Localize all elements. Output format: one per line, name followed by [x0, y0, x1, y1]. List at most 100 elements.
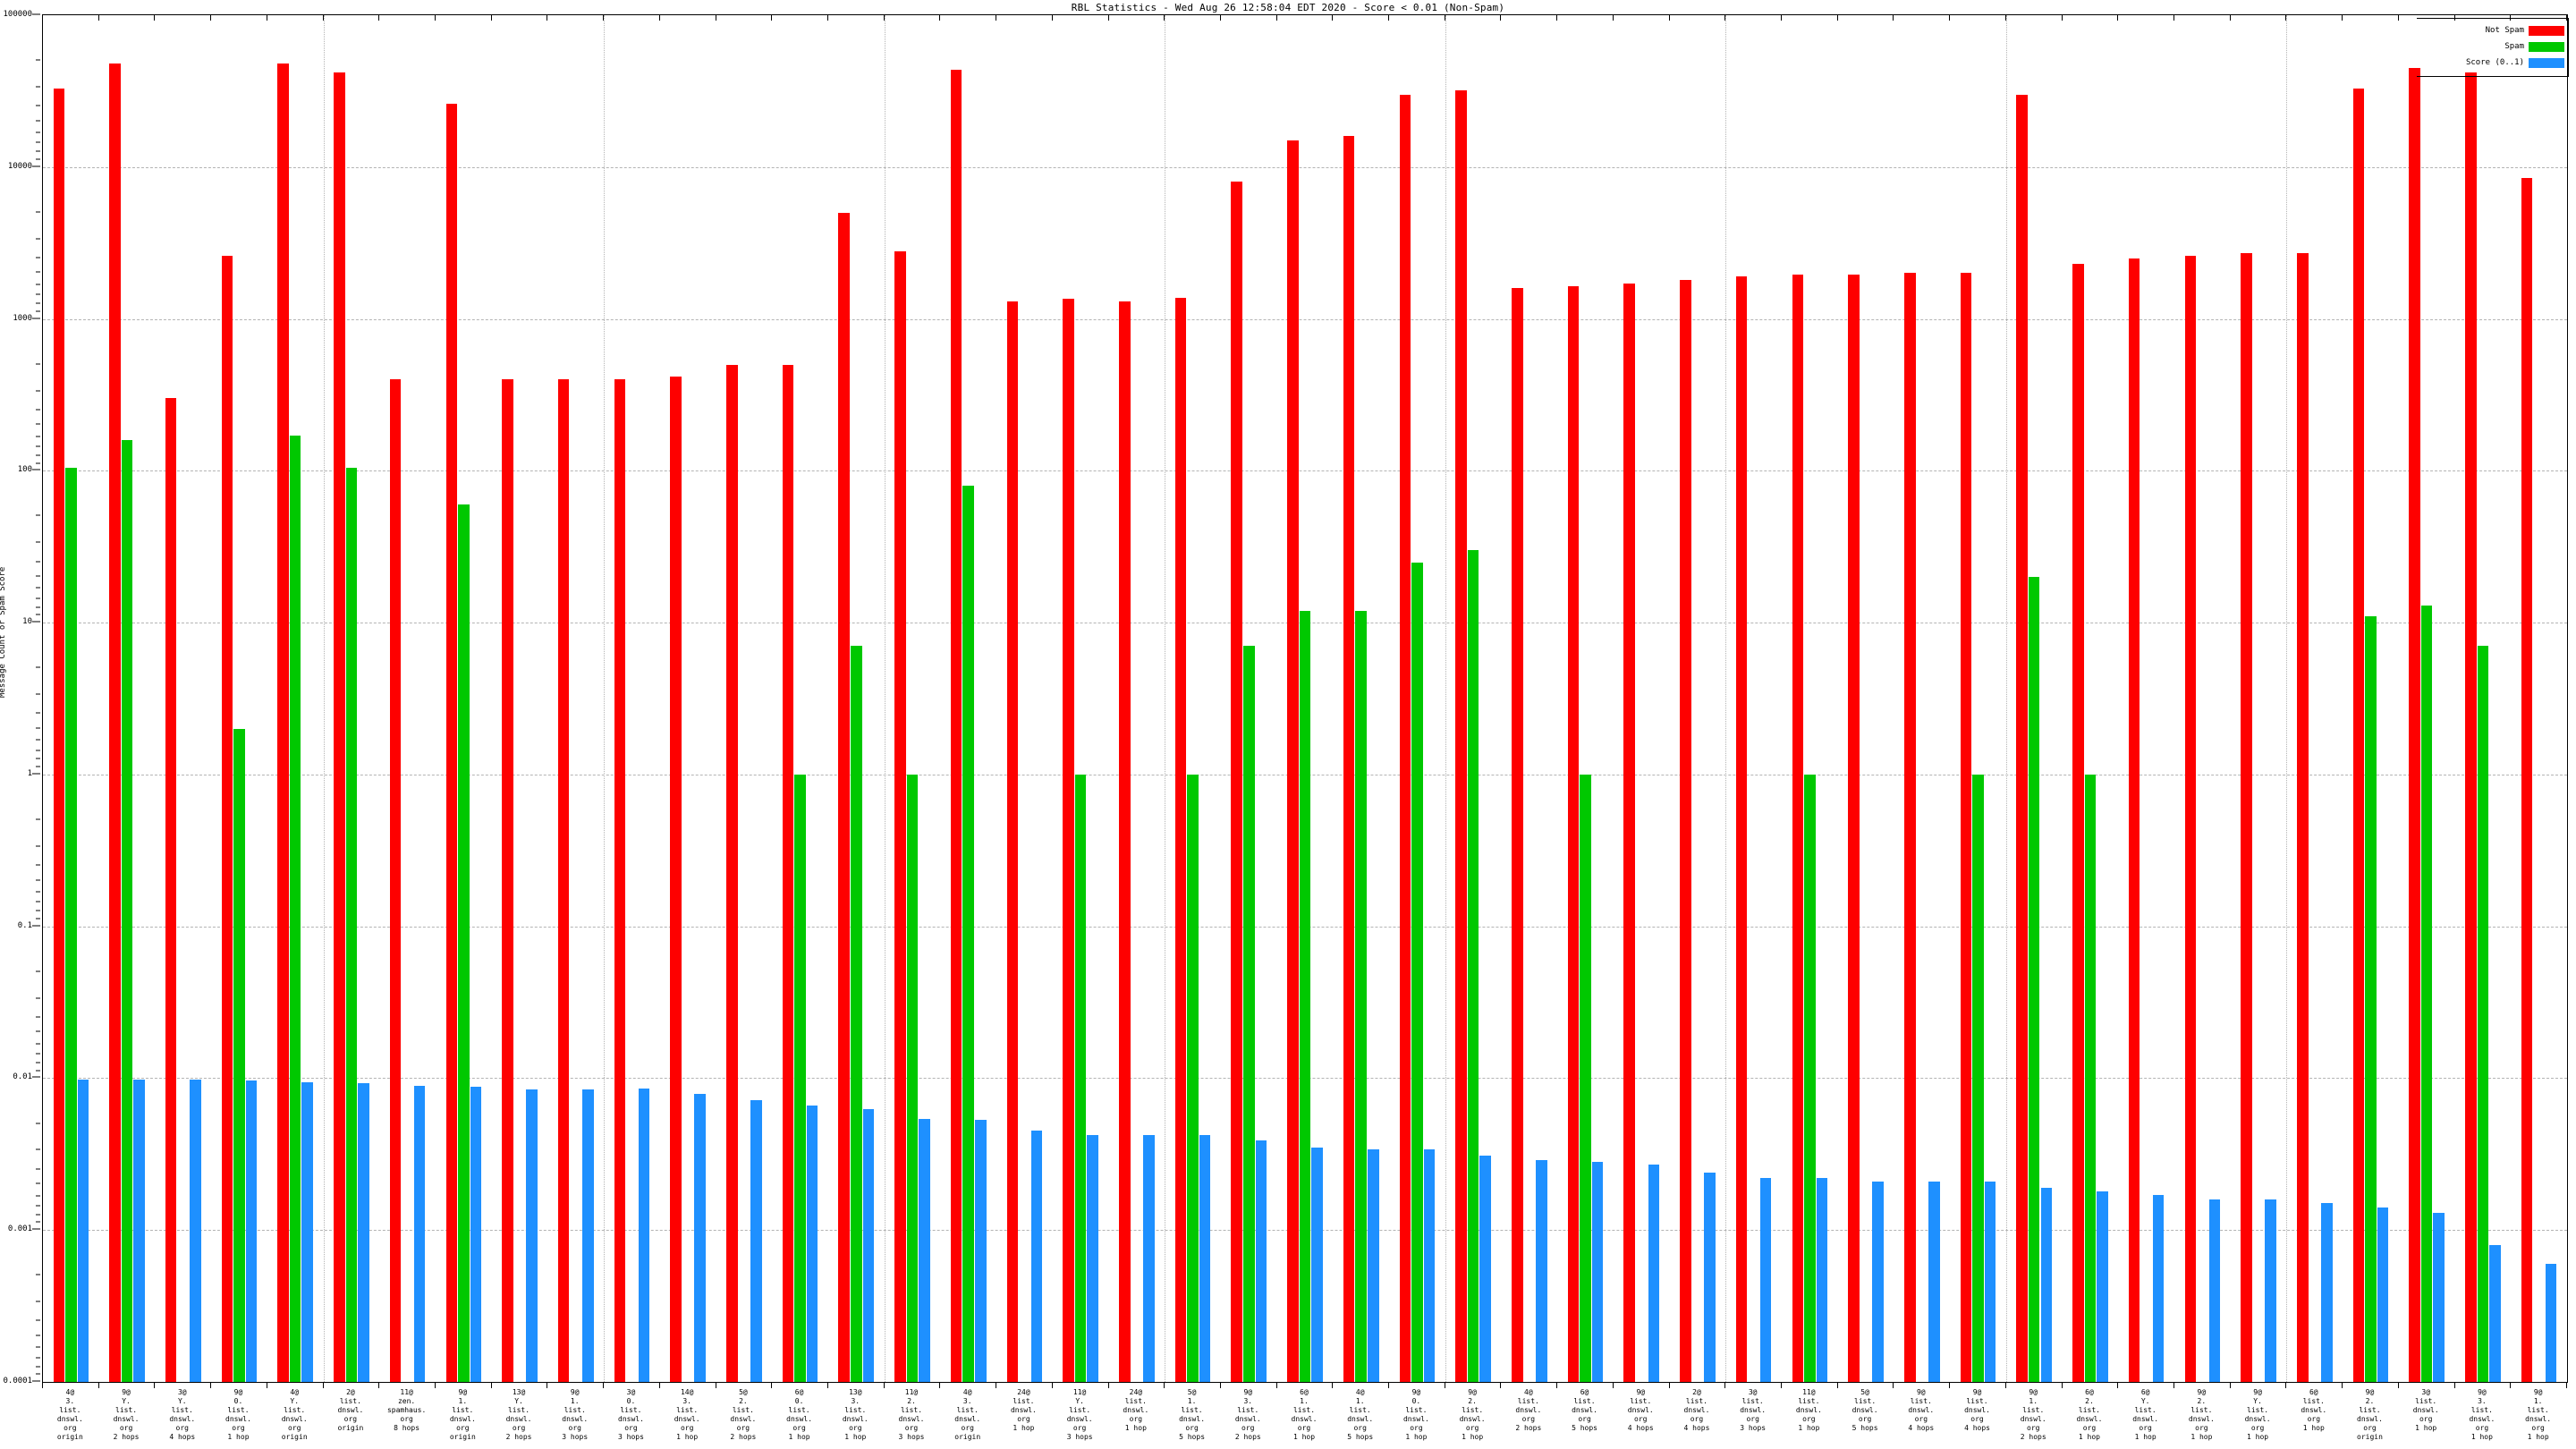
bar-score[interactable] [2097, 1191, 2108, 1382]
bar-group[interactable] [2352, 15, 2389, 1382]
bar-group[interactable] [1680, 15, 1716, 1382]
bar-group[interactable] [2184, 15, 2221, 1382]
bar-not-spam[interactable] [109, 64, 121, 1382]
bar-not-spam[interactable] [2241, 253, 2252, 1382]
bar-score[interactable] [750, 1099, 762, 1382]
bar-not-spam[interactable] [165, 398, 177, 1382]
legend-item[interactable]: Not Spam [2417, 23, 2564, 38]
bar-not-spam[interactable] [1455, 90, 1467, 1382]
bar-group[interactable] [1960, 15, 1996, 1382]
bar-score[interactable] [1311, 1147, 1323, 1382]
bar-spam[interactable] [962, 485, 974, 1382]
bar-spam[interactable] [289, 436, 301, 1382]
bar-spam[interactable] [1972, 774, 1984, 1382]
bar-spam[interactable] [1804, 774, 1816, 1382]
bar-not-spam[interactable] [1119, 301, 1131, 1382]
bar-not-spam[interactable] [2184, 256, 2197, 1382]
bar-score[interactable] [919, 1118, 930, 1382]
bar-not-spam[interactable] [2016, 94, 2028, 1382]
bar-not-spam[interactable] [445, 104, 458, 1382]
bar-group[interactable] [1623, 15, 1660, 1382]
bar-group[interactable] [1231, 15, 1267, 1382]
bar-score[interactable] [2152, 1195, 2165, 1382]
bar-group[interactable] [782, 15, 818, 1382]
bar-spam[interactable] [458, 504, 470, 1382]
bar-group[interactable] [334, 15, 369, 1382]
bar-not-spam[interactable] [1006, 301, 1019, 1382]
bar-score[interactable] [1704, 1172, 1716, 1382]
bar-group[interactable] [1848, 15, 1884, 1382]
bar-spam[interactable] [851, 646, 862, 1382]
bar-not-spam[interactable] [1287, 140, 1299, 1382]
bar-spam[interactable] [2420, 605, 2433, 1382]
bar-spam[interactable] [2084, 774, 2097, 1382]
bar-not-spam[interactable] [1399, 94, 1411, 1382]
bar-group[interactable] [1287, 15, 1323, 1382]
bar-score[interactable] [470, 1086, 482, 1382]
bar-spam[interactable] [2028, 577, 2040, 1382]
bar-not-spam[interactable] [277, 64, 289, 1382]
bar-score[interactable] [862, 1108, 875, 1382]
bar-score[interactable] [2377, 1208, 2389, 1382]
bar-not-spam[interactable] [221, 256, 233, 1382]
bar-not-spam[interactable] [2521, 177, 2533, 1382]
bar-group[interactable] [950, 15, 987, 1382]
bar-score[interactable] [245, 1080, 258, 1382]
bar-score[interactable] [1872, 1181, 1884, 1382]
bar-group[interactable] [445, 15, 482, 1382]
bar-score[interactable] [2489, 1244, 2501, 1382]
bar-score[interactable] [1199, 1135, 1211, 1382]
bar-score[interactable] [1255, 1140, 1267, 1382]
bar-not-spam[interactable] [1174, 297, 1187, 1382]
bar-score[interactable] [2321, 1203, 2333, 1382]
bar-spam[interactable] [794, 774, 806, 1382]
bar-group[interactable] [894, 15, 930, 1382]
bar-spam[interactable] [1243, 646, 1255, 1382]
legend-item[interactable]: Score (0..1) [2417, 55, 2564, 70]
bar-group[interactable] [1343, 15, 1379, 1382]
bar-not-spam[interactable] [1343, 136, 1355, 1382]
bar-group[interactable] [2521, 15, 2557, 1382]
bar-group[interactable] [502, 15, 538, 1382]
bar-group[interactable] [614, 15, 650, 1382]
bar-not-spam[interactable] [2128, 258, 2140, 1382]
bar-not-spam[interactable] [1231, 182, 1242, 1382]
bar-group[interactable] [2465, 15, 2501, 1382]
bar-group[interactable] [165, 15, 201, 1382]
bar-score[interactable] [974, 1120, 987, 1382]
bar-spam[interactable] [1187, 774, 1199, 1382]
bar-group[interactable] [1174, 15, 1211, 1382]
bar-spam[interactable] [121, 439, 133, 1382]
bar-not-spam[interactable] [1848, 275, 1860, 1382]
bar-group[interactable] [1735, 15, 1772, 1382]
bar-group[interactable] [1567, 15, 1604, 1382]
bar-score[interactable] [358, 1082, 369, 1382]
bar-not-spam[interactable] [2072, 264, 2084, 1382]
bar-group[interactable] [2072, 15, 2108, 1382]
bar-score[interactable] [1030, 1131, 1043, 1382]
bar-not-spam[interactable] [894, 250, 906, 1382]
bar-score[interactable] [1984, 1181, 1996, 1382]
bar-score[interactable] [638, 1089, 650, 1382]
bar-not-spam[interactable] [2352, 88, 2365, 1382]
bar-not-spam[interactable] [670, 376, 682, 1382]
bar-spam[interactable] [65, 467, 77, 1382]
bar-group[interactable] [726, 15, 762, 1382]
bar-score[interactable] [77, 1079, 89, 1382]
bar-score[interactable] [806, 1106, 818, 1382]
bar-not-spam[interactable] [1735, 276, 1748, 1382]
bar-not-spam[interactable] [1792, 275, 1804, 1382]
bar-spam[interactable] [1580, 774, 1591, 1382]
bar-spam[interactable] [1355, 610, 1367, 1382]
bar-group[interactable] [2016, 15, 2053, 1382]
bar-spam[interactable] [1411, 562, 1423, 1382]
bar-score[interactable] [526, 1089, 538, 1382]
bar-score[interactable] [582, 1089, 594, 1382]
bar-not-spam[interactable] [1512, 287, 1523, 1382]
bar-score[interactable] [190, 1079, 201, 1382]
bar-score[interactable] [694, 1093, 706, 1382]
bar-group[interactable] [277, 15, 313, 1382]
bar-score[interactable] [1479, 1155, 1491, 1382]
bar-group[interactable] [2409, 15, 2445, 1382]
bar-spam[interactable] [345, 467, 358, 1382]
